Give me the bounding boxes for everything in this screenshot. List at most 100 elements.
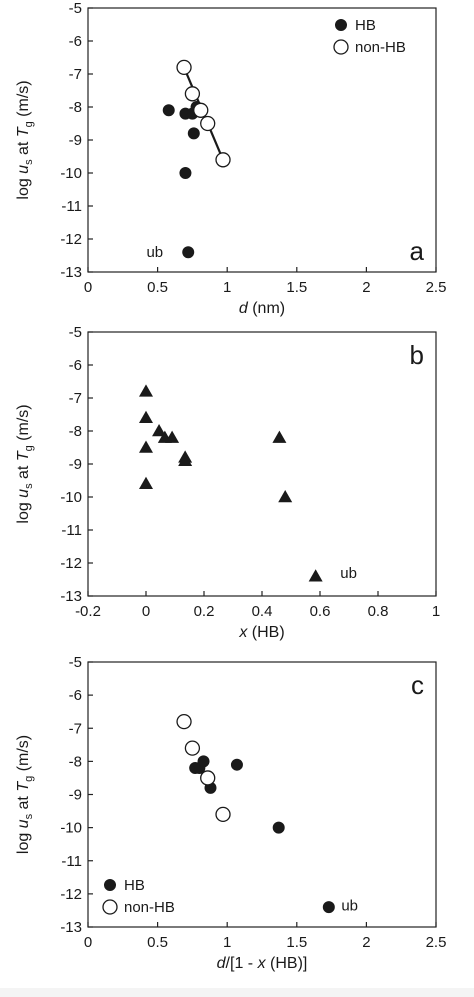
x-axis-title: d/[1 - x (HB)] bbox=[217, 955, 308, 972]
y-tick-label: -13 bbox=[60, 588, 82, 605]
data-point bbox=[139, 384, 153, 397]
data-point bbox=[162, 104, 175, 117]
x-axis-title-part: x bbox=[257, 955, 267, 972]
y-tick-label: -9 bbox=[69, 456, 82, 473]
y-tick-label: -5 bbox=[69, 324, 82, 341]
data-point bbox=[139, 410, 153, 424]
y-axis-title-part: (m/s) bbox=[15, 80, 32, 121]
y-tick-label: -11 bbox=[61, 198, 82, 215]
x-tick-label: 1.5 bbox=[286, 934, 307, 951]
y-tick-label: -12 bbox=[60, 886, 82, 903]
x-axis-title: d (nm) bbox=[239, 300, 285, 317]
legend-label: non-HB bbox=[124, 899, 175, 916]
data-point bbox=[179, 167, 192, 179]
x-tick-label: 0.4 bbox=[252, 603, 273, 620]
x-tick-label: 1 bbox=[223, 279, 231, 296]
y-axis-title-part: T bbox=[15, 126, 32, 137]
y-axis-title-part: at bbox=[15, 792, 32, 814]
y-axis-title-part: s bbox=[23, 159, 35, 165]
x-axis-title-part: d bbox=[239, 300, 249, 317]
series-non-hb bbox=[176, 713, 231, 823]
y-axis-title-part: (m/s) bbox=[15, 404, 32, 445]
data-point bbox=[193, 102, 209, 118]
data-point bbox=[215, 152, 231, 168]
legend-label: HB bbox=[124, 877, 145, 894]
x-axis-title-part: (nm) bbox=[248, 300, 285, 317]
y-axis-title: log us at Tg (m/s) bbox=[15, 80, 35, 199]
y-tick-label: -5 bbox=[69, 654, 82, 671]
x-axis-title-part: x bbox=[238, 624, 248, 641]
y-axis-title-part: T bbox=[15, 450, 32, 461]
data-point bbox=[308, 569, 323, 582]
x-axis-title-part: d bbox=[217, 955, 227, 972]
data-point bbox=[182, 246, 195, 259]
data-point bbox=[184, 740, 201, 756]
y-tick-label: -8 bbox=[69, 753, 82, 770]
legend-marker bbox=[335, 19, 347, 31]
x-tick-label: 2.5 bbox=[426, 279, 447, 296]
data-point bbox=[215, 806, 231, 823]
y-axis-title: log us at Tg (m/s) bbox=[15, 404, 35, 523]
y-tick-label: -7 bbox=[69, 720, 82, 737]
data-point bbox=[272, 430, 287, 443]
plot-frame bbox=[87, 331, 437, 597]
data-point bbox=[197, 755, 210, 768]
panel-letter: a bbox=[410, 236, 425, 266]
y-axis-title-part: u bbox=[15, 819, 32, 828]
y-tick-label: -10 bbox=[60, 820, 82, 837]
x-tick-label: 0 bbox=[84, 934, 92, 951]
annotation-label: ub bbox=[341, 897, 358, 914]
series-hb bbox=[162, 101, 203, 259]
legend: HB non-HB bbox=[102, 877, 175, 916]
annotation-label: ub bbox=[146, 244, 163, 261]
legend-label: non-HB bbox=[355, 39, 406, 56]
data-point bbox=[187, 127, 200, 140]
y-tick-label: -6 bbox=[69, 33, 82, 50]
series-non-hb bbox=[176, 59, 231, 168]
data-point bbox=[272, 821, 285, 834]
chart-panel-b: -5 -6 -7 -8 -9 -10 -11 -12 -13-0.2 0 0.2 0.4 0.6 0.8 1… bbox=[15, 324, 440, 641]
x-tick-label: 2 bbox=[362, 279, 370, 296]
x-tick-label: 1 bbox=[432, 603, 440, 620]
y-tick-label: -12 bbox=[60, 231, 82, 248]
caption-strip bbox=[0, 988, 474, 997]
y-tick-label: -9 bbox=[69, 787, 82, 804]
y-tick-label: -10 bbox=[60, 165, 82, 182]
data-point bbox=[230, 758, 243, 771]
y-axis-title-part: s bbox=[23, 813, 35, 819]
y-axis-title-part: T bbox=[15, 781, 32, 792]
y-axis-title-part: log bbox=[15, 498, 32, 524]
data-point bbox=[178, 453, 193, 466]
annotation-label: ub bbox=[340, 565, 357, 582]
data-point bbox=[139, 476, 153, 490]
y-tick-label: -8 bbox=[69, 99, 82, 116]
chart-panel-a: -5 -6 -7 -8 -9 -10 -11 -12 -130 0.5 1 1.5 2 2.5 log us… bbox=[15, 0, 446, 317]
panel-letter: b bbox=[410, 340, 424, 370]
y-tick-label: -6 bbox=[69, 357, 82, 374]
y-tick-label: -8 bbox=[69, 423, 82, 440]
y-tick-label: -9 bbox=[69, 132, 82, 149]
x-tick-label: 2.5 bbox=[426, 934, 447, 951]
y-axis-title: log us at Tg (m/s) bbox=[15, 735, 35, 854]
data-point bbox=[184, 86, 201, 102]
data-point bbox=[322, 901, 335, 914]
y-tick-label: -5 bbox=[69, 0, 82, 17]
y-axis-title-part: g bbox=[23, 121, 35, 127]
y-axis-title-part: log bbox=[15, 174, 32, 200]
y-tick-label: -6 bbox=[69, 687, 82, 704]
data-point bbox=[176, 59, 192, 76]
y-axis-title-part: log bbox=[15, 828, 32, 854]
x-tick-label: 0.8 bbox=[368, 603, 389, 620]
y-tick-label: -7 bbox=[69, 390, 82, 407]
panel-letter: c bbox=[411, 670, 424, 700]
legend-marker bbox=[104, 879, 116, 891]
y-tick-label: -13 bbox=[60, 264, 82, 281]
y-axis-title-part: g bbox=[23, 776, 35, 782]
y-axis-title-part: u bbox=[15, 165, 32, 174]
y-tick-label: -12 bbox=[60, 555, 82, 572]
x-axis-title-part: (HB)] bbox=[266, 955, 308, 972]
series-hb bbox=[189, 755, 335, 914]
x-tick-label: 1 bbox=[223, 934, 231, 951]
x-tick-label: -0.2 bbox=[75, 603, 101, 620]
